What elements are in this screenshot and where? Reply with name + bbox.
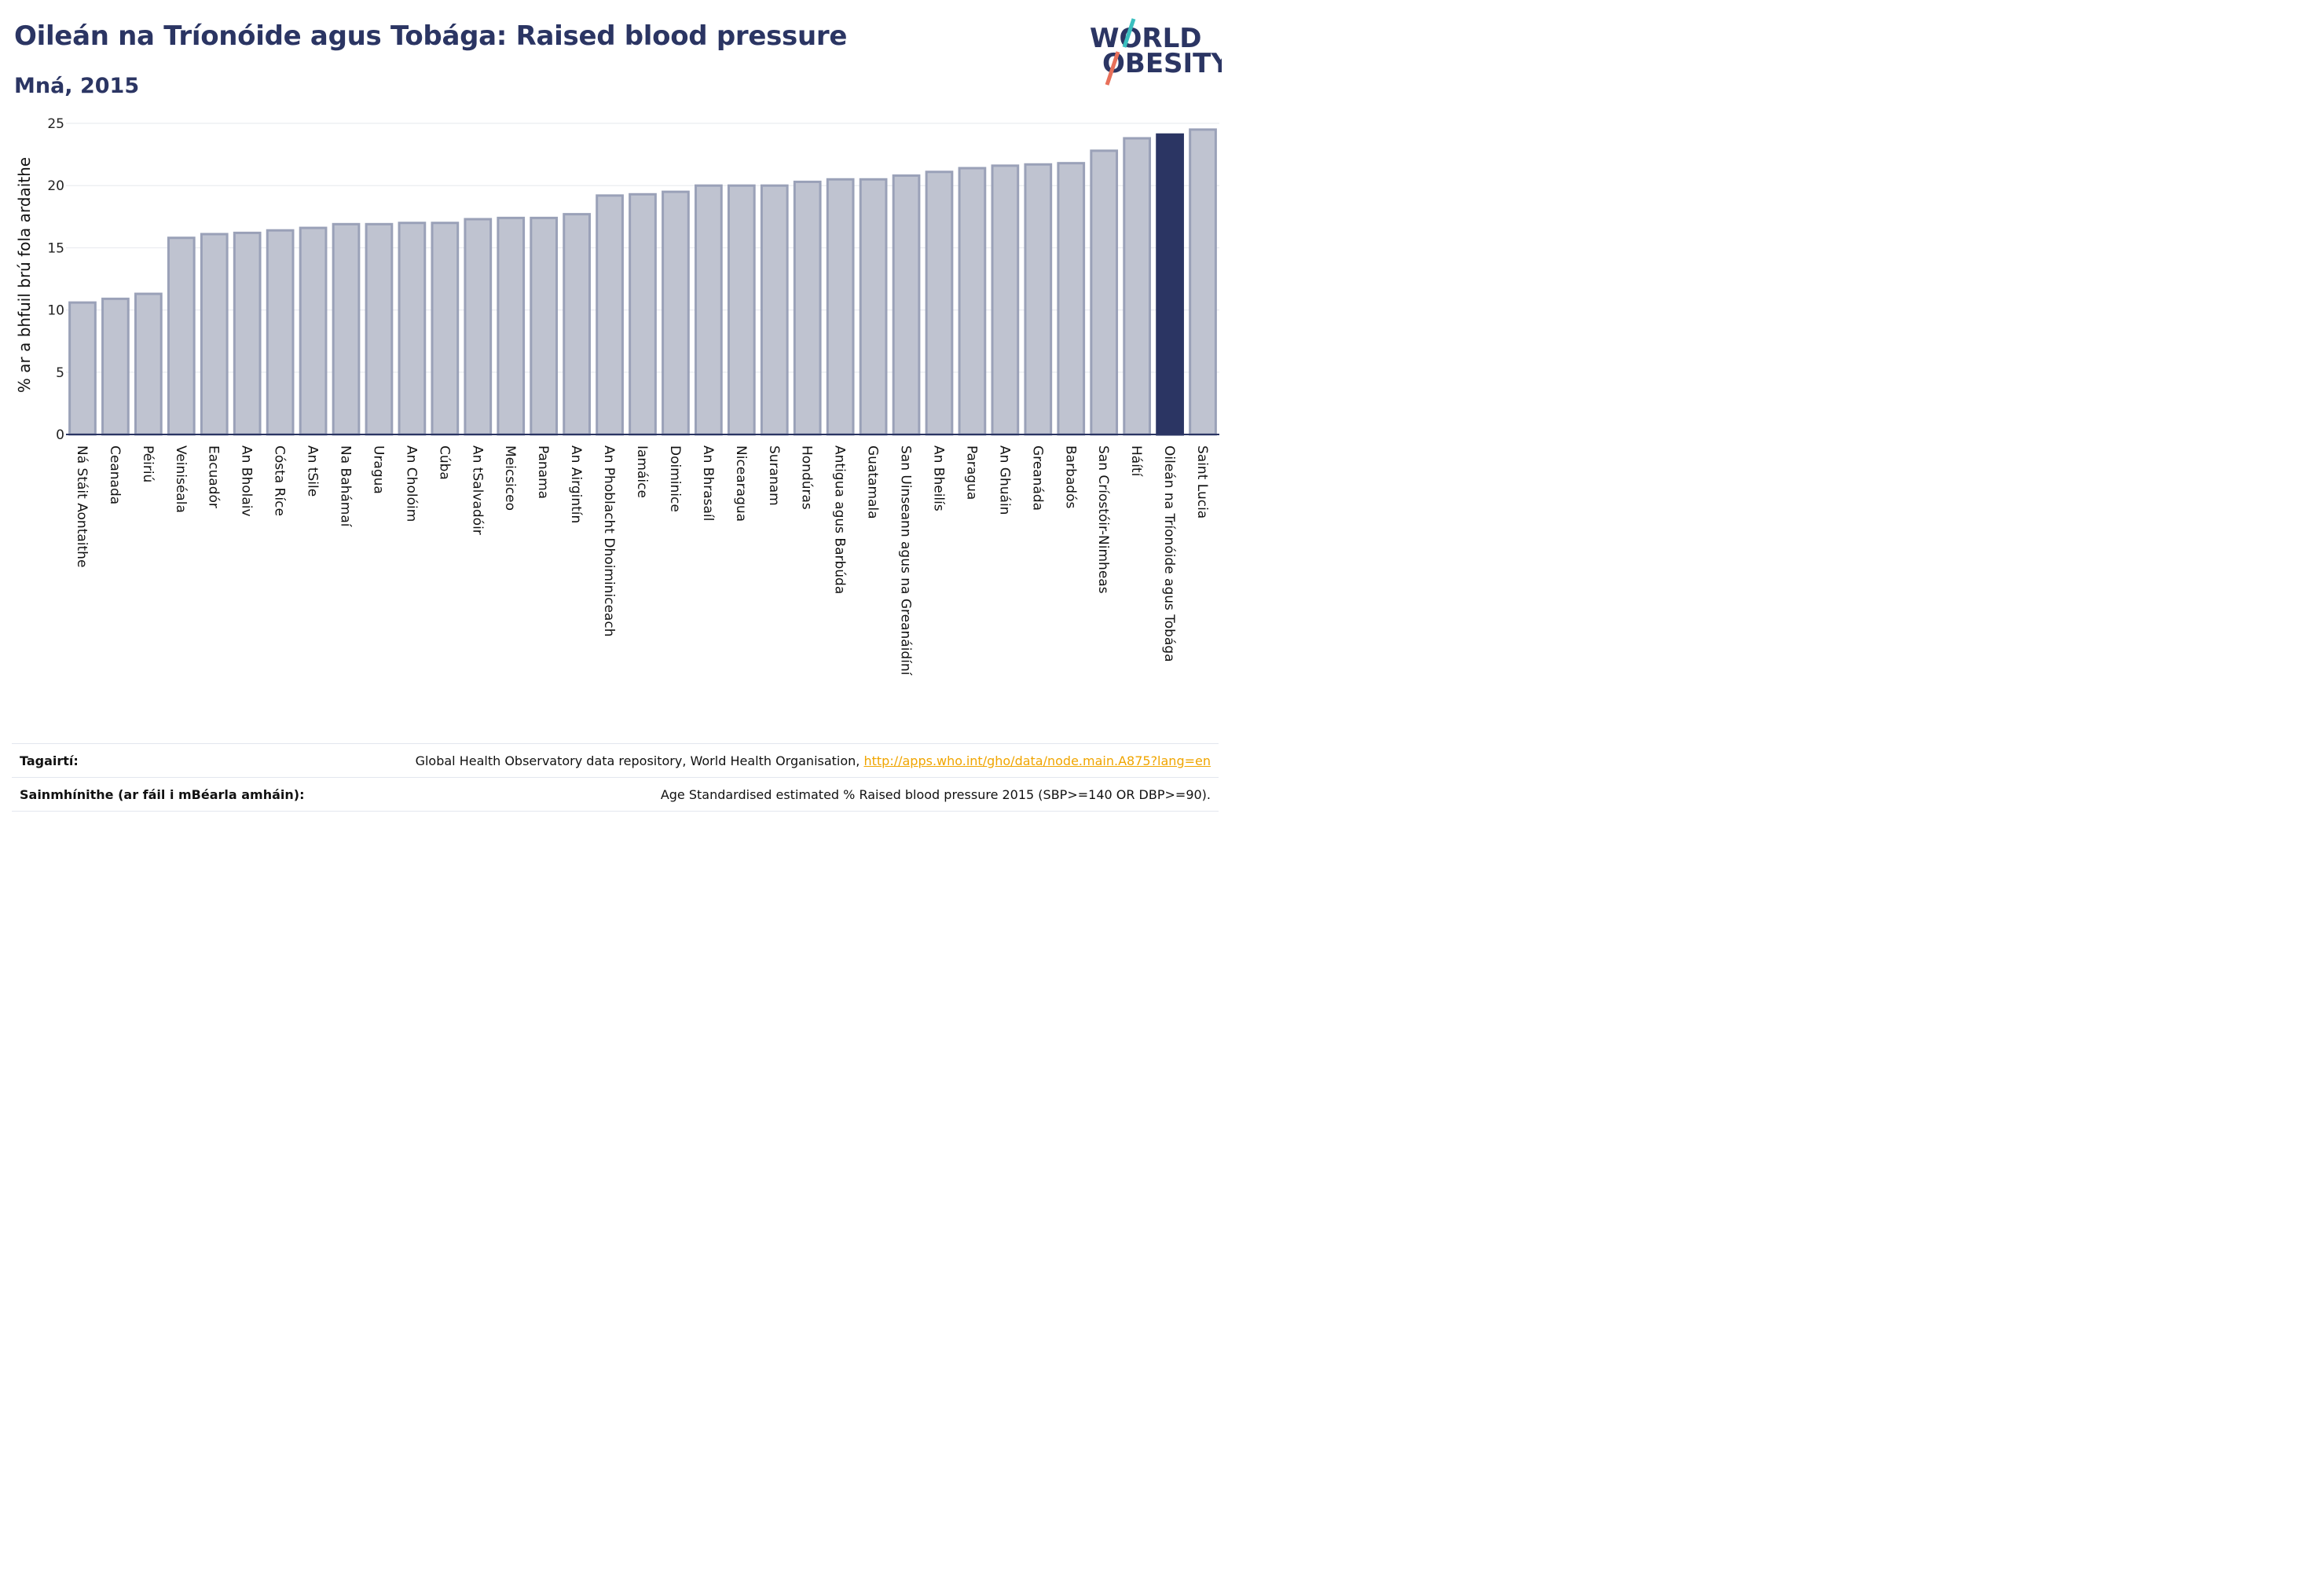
- x-tick-label: Hondúras: [799, 445, 815, 510]
- bar[interactable]: [431, 222, 460, 436]
- x-tick-label: An Ghuáin: [996, 445, 1012, 515]
- logo-text-obesity: OBESITY: [1102, 48, 1222, 79]
- y-tick-label: 0: [56, 427, 64, 443]
- y-axis-label: % ar a bhfuil brú fola ardaithe: [15, 157, 34, 393]
- x-tick-label: Cúba: [436, 445, 452, 480]
- x-tick-label: An Bholaiv: [239, 445, 255, 517]
- bar[interactable]: [1123, 137, 1152, 436]
- bar[interactable]: [695, 184, 723, 436]
- footer-definitions-row: Sainmhínithe (ar fáil i mBéarla amháin):…: [12, 777, 1219, 812]
- x-tick-label: Panama: [535, 445, 551, 499]
- bar[interactable]: [629, 192, 657, 436]
- bar[interactable]: [266, 229, 295, 436]
- bar[interactable]: [167, 236, 196, 436]
- bar[interactable]: [68, 301, 97, 436]
- x-tick-label: An tSalvadóir: [469, 445, 485, 535]
- logo-slash-coral: [1105, 51, 1120, 86]
- bars: [68, 128, 1217, 436]
- bar[interactable]: [497, 216, 526, 436]
- bar[interactable]: [958, 167, 987, 436]
- x-tick-label: Péiriú: [140, 445, 156, 482]
- x-tick-label: Doiminice: [667, 445, 683, 512]
- x-tick-label: Iamáice: [634, 445, 650, 498]
- bar[interactable]: [200, 233, 229, 436]
- x-tick-label: San Uinseann agus na Greanáidíní: [898, 445, 914, 676]
- bar[interactable]: [760, 184, 789, 436]
- x-tick-label: Guatamala: [865, 445, 881, 519]
- y-tick-label: 15: [47, 240, 64, 256]
- logo-slash-teal: [1122, 18, 1136, 48]
- bar[interactable]: [1024, 163, 1053, 436]
- references-link[interactable]: http://apps.who.int/gho/data/node.main.A…: [863, 753, 1211, 768]
- x-tick-label: Na Bahámaí: [338, 445, 354, 528]
- definitions-value: Age Standardised estimated % Raised bloo…: [660, 786, 1211, 802]
- y-tick-label: 10: [47, 303, 64, 319]
- x-tick-label: San Críostóir-Nimheas: [1095, 445, 1111, 594]
- x-tick-label: Greanáda: [1029, 445, 1045, 511]
- bar[interactable]: [1057, 162, 1086, 436]
- bar[interactable]: [727, 184, 756, 436]
- x-tick-label: Meicsiceo: [502, 445, 518, 511]
- x-tick-label: Ná Stáit Aontaithe: [74, 445, 90, 567]
- x-tick-label: Antigua agus Barbúda: [832, 445, 848, 594]
- x-tick-label: Saint Lucia: [1194, 445, 1210, 519]
- bar[interactable]: [332, 222, 361, 436]
- x-tick-label: An Bhrasaíl: [700, 445, 716, 521]
- bar[interactable]: [793, 180, 822, 436]
- x-tick-label: Uragua: [370, 445, 386, 494]
- bar[interactable]: [299, 226, 328, 436]
- bar[interactable]: [530, 216, 559, 436]
- definitions-label: Sainmhínithe (ar fáil i mBéarla amháin):: [20, 786, 305, 802]
- chart-subtitle: Mná, 2015: [14, 74, 140, 98]
- x-tick-label: Eacuadór: [206, 445, 222, 508]
- footer-table: Tagairtí: Global Health Observatory data…: [12, 743, 1219, 812]
- bar[interactable]: [826, 178, 855, 436]
- x-tick-label: An Bheilís: [930, 445, 946, 511]
- references-label: Tagairtí:: [20, 753, 79, 768]
- x-tick-label: Cósta Ríce: [272, 445, 288, 516]
- x-tick-label: Paragua: [963, 445, 979, 500]
- footer-references-row: Tagairtí: Global Health Observatory data…: [12, 743, 1219, 777]
- bar[interactable]: [563, 213, 591, 436]
- bar[interactable]: [1189, 128, 1217, 436]
- x-tick-labels: Ná Stáit Aontaithe Ceanada Péiriú Veiniséal…: [74, 445, 1210, 676]
- x-tick-label: An Airgintín: [568, 445, 584, 523]
- bar[interactable]: [662, 190, 690, 436]
- y-tick-labels: 0 5 10 15 20 25: [47, 116, 64, 443]
- chart-title: Oileán na Tríonóide agus Tobága: Raised …: [14, 20, 848, 52]
- references-value: Global Health Observatory data repositor…: [416, 753, 1211, 768]
- x-tick-label: An Cholóim: [403, 445, 419, 522]
- bar-chart: 0 5 10 15 20 25 Ná Stáit Aontaithe Ceanada Péir…: [15, 116, 1219, 676]
- y-tick-label: 20: [47, 178, 64, 194]
- bar[interactable]: [233, 231, 262, 436]
- x-tick-label: An tSile: [305, 445, 321, 497]
- bar[interactable]: [925, 170, 954, 436]
- bar[interactable]: [991, 164, 1020, 436]
- bar[interactable]: [134, 292, 163, 436]
- x-tick-label: Háítí: [1128, 445, 1144, 478]
- x-tick-label: Nicearagua: [733, 445, 749, 522]
- bar[interactable]: [1090, 149, 1119, 436]
- bar[interactable]: [365, 222, 394, 436]
- bar[interactable]: [101, 297, 130, 436]
- bar[interactable]: [859, 178, 888, 436]
- x-tick-label: Barbadós: [1062, 445, 1078, 508]
- bar-highlighted[interactable]: [1156, 133, 1184, 436]
- bar[interactable]: [398, 222, 427, 436]
- x-tick-label: Ceanada: [107, 445, 123, 504]
- bar[interactable]: [464, 218, 493, 436]
- x-tick-label: Veiniséala: [173, 445, 189, 513]
- world-obesity-logo: WORLD OBESITY: [1090, 18, 1222, 86]
- x-tick-label: Suranam: [766, 445, 782, 506]
- bar[interactable]: [892, 174, 921, 436]
- y-tick-label: 25: [47, 116, 64, 132]
- references-text: Global Health Observatory data repositor…: [415, 753, 864, 768]
- logo-text-world: WORLD: [1090, 23, 1201, 54]
- x-tick-label: An Phoblacht Dhoiminiceach: [601, 445, 617, 636]
- x-tick-label: Oileán na Tríonóide agus Tobága: [1161, 445, 1177, 662]
- y-tick-label: 5: [56, 365, 64, 381]
- bar[interactable]: [596, 194, 624, 436]
